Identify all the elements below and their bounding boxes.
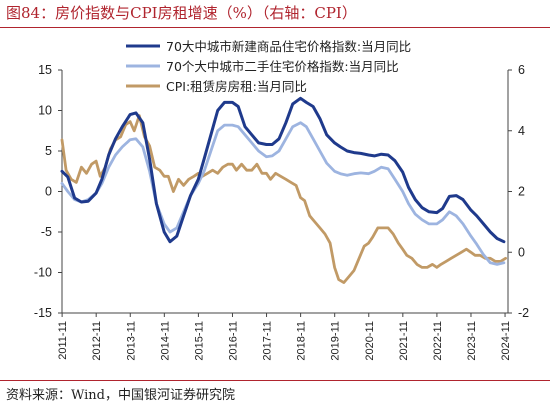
- legend-label-3: CPI:租赁房房租:当月同比: [166, 79, 307, 94]
- right-axis-tick-label: 0: [518, 245, 525, 259]
- x-axis-tick-label: 2019-11: [330, 321, 342, 361]
- legend-label-1: 70大中城市新建商品住宅价格指数:当月同比: [166, 39, 411, 54]
- x-axis-tick-label: 2017-11: [262, 321, 274, 361]
- left-axis-tick-label: -5: [41, 225, 52, 239]
- left-axis-tick-label: 15: [38, 63, 52, 77]
- left-axis-tick-label: 10: [38, 104, 52, 118]
- series-line-1: [60, 96, 506, 244]
- chart-series-lines: [60, 96, 507, 284]
- series-line-3: [60, 114, 507, 284]
- x-axis-tick-label: 2013-11: [125, 321, 137, 361]
- x-axis-tick-label: 2011-11: [57, 321, 69, 360]
- source-note: 资料来源：Wind，中国银河证券研究院: [6, 388, 235, 403]
- right-axis-tick-label: 4: [518, 124, 525, 138]
- title-divider: [0, 27, 550, 28]
- chart-title: 图84：房价指数与CPI房租增速（%）（右轴：CPI）: [6, 4, 357, 22]
- left-axis-tick-label: -15: [34, 306, 52, 320]
- chart-legend: 70大中城市新建商品住宅价格指数:当月同比 70个大中城市二手住宅价格指数:当月同…: [126, 39, 411, 94]
- left-axis-tick-label: 5: [45, 144, 52, 158]
- x-axis-tick-label: 2023-11: [466, 321, 478, 361]
- series-line-2: [60, 121, 506, 266]
- left-axis-tick-label: -10: [34, 266, 52, 280]
- x-axis-tick-label: 2018-11: [296, 321, 308, 361]
- legend-label-2: 70个大中城市二手住宅价格指数:当月同比: [166, 59, 399, 74]
- left-axis-tick-label: 0: [45, 185, 52, 199]
- x-axis-tick-label: 2024-11: [500, 321, 512, 361]
- x-axis-tick-label: 2015-11: [193, 321, 205, 361]
- chart-axes: 15 10 5 0 -5 -10 -15 6 4 2 0 -2 2011-11 2012-11 2013-1…: [34, 63, 529, 361]
- x-axis-tick-label: 2014-11: [159, 321, 171, 361]
- right-axis-tick-label: -2: [518, 306, 529, 320]
- right-axis-tick-label: 6: [518, 63, 525, 77]
- source-divider: [0, 380, 550, 381]
- right-axis-tick-label: 2: [518, 185, 525, 199]
- x-axis-tick-label: 2021-11: [398, 321, 410, 361]
- x-axis-tick-label: 2016-11: [227, 321, 239, 361]
- x-axis-tick-label: 2012-11: [91, 321, 103, 361]
- x-axis-tick-label: 2022-11: [432, 321, 444, 361]
- x-axis-tick-label: 2020-11: [364, 321, 376, 361]
- chart-svg: 15 10 5 0 -5 -10 -15 6 4 2 0 -2 2011-11 2012-11 2013-1…: [34, 39, 529, 361]
